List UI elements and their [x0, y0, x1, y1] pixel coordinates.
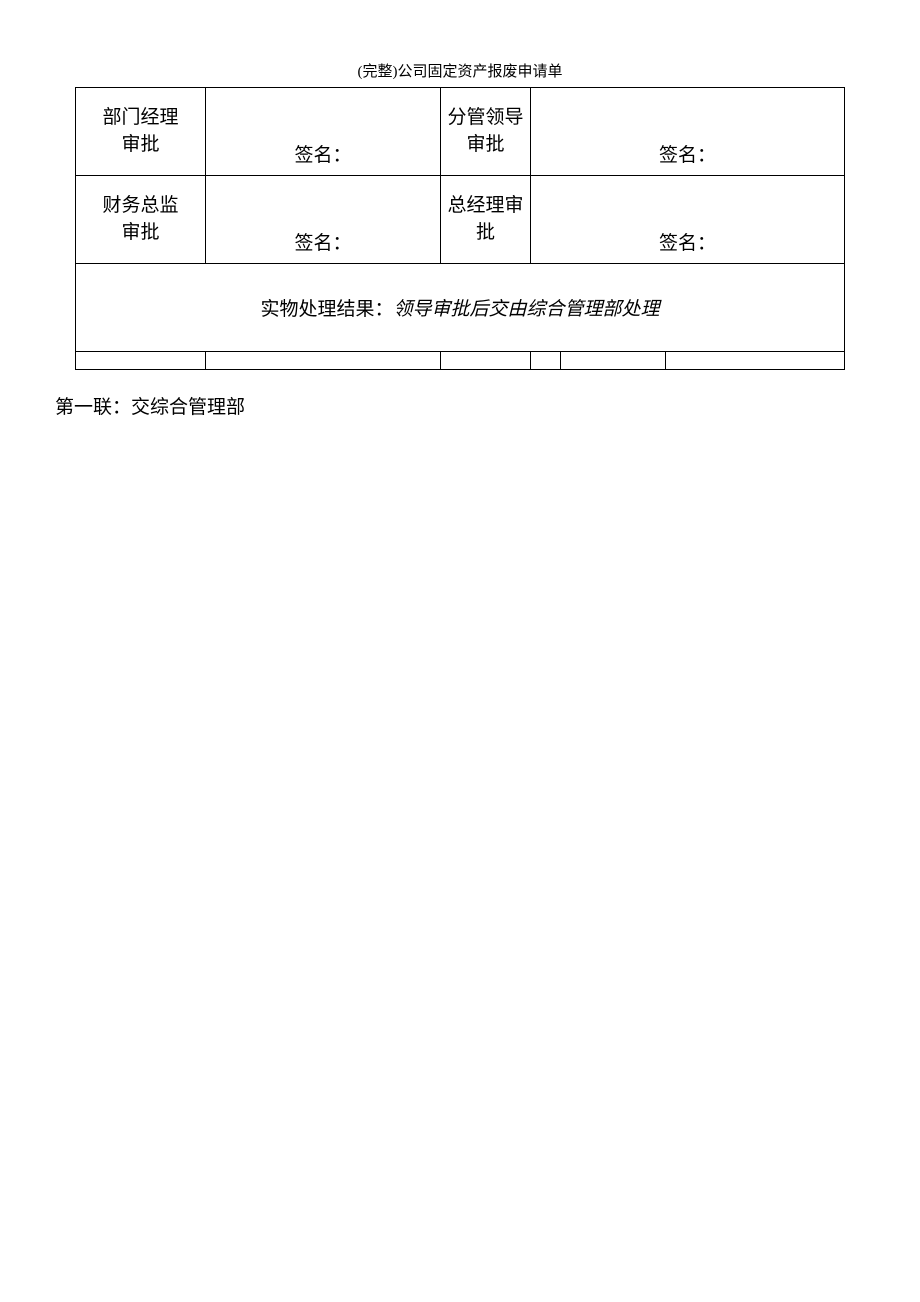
cfo-label: 财务总监 审批 [76, 176, 206, 264]
division-leader-signature-cell: 签名： [531, 88, 845, 176]
cfo-signature-cell: 签名： [206, 176, 441, 264]
signature-label: 签名： [659, 233, 716, 254]
footer-note: 第一联：交综合管理部 [55, 392, 920, 419]
gm-signature-cell: 签名： [531, 176, 845, 264]
empty-cell [76, 352, 206, 370]
label-text: 分管领导 [447, 107, 523, 128]
signature-label: 签名： [294, 233, 351, 254]
result-content: 领导审批后交由综合管理部处理 [394, 299, 660, 320]
signature-label: 签名： [659, 145, 716, 166]
label-text: 批 [476, 222, 495, 243]
dept-manager-signature-cell: 签名： [206, 88, 441, 176]
signature-label: 签名： [294, 145, 351, 166]
empty-cell [441, 352, 531, 370]
page-title: (完整)公司固定资产报废申请单 [0, 60, 920, 81]
approval-row-1: 部门经理 审批 签名： 分管领导 审批 签名： [76, 88, 845, 176]
empty-cell [206, 352, 441, 370]
empty-row [76, 352, 845, 370]
empty-cell [531, 352, 561, 370]
division-leader-label: 分管领导 审批 [441, 88, 531, 176]
dept-manager-label: 部门经理 审批 [76, 88, 206, 176]
result-row: 实物处理结果：领导审批后交由综合管理部处理 [76, 264, 845, 352]
label-text: 审批 [121, 222, 159, 243]
label-text: 财务总监 [102, 195, 178, 216]
result-cell: 实物处理结果：领导审批后交由综合管理部处理 [76, 264, 845, 352]
empty-cell [561, 352, 666, 370]
result-label: 实物处理结果： [260, 299, 393, 320]
label-text: 审批 [466, 134, 504, 155]
label-text: 总经理审 [447, 195, 523, 216]
gm-label: 总经理审 批 [441, 176, 531, 264]
empty-cell [666, 352, 845, 370]
approval-row-2: 财务总监 审批 签名： 总经理审 批 签名： [76, 176, 845, 264]
label-text: 部门经理 [102, 107, 178, 128]
approval-form-table: 部门经理 审批 签名： 分管领导 审批 签名： 财务总监 审批 签名： 总经理审… [75, 87, 845, 370]
label-text: 审批 [121, 134, 159, 155]
